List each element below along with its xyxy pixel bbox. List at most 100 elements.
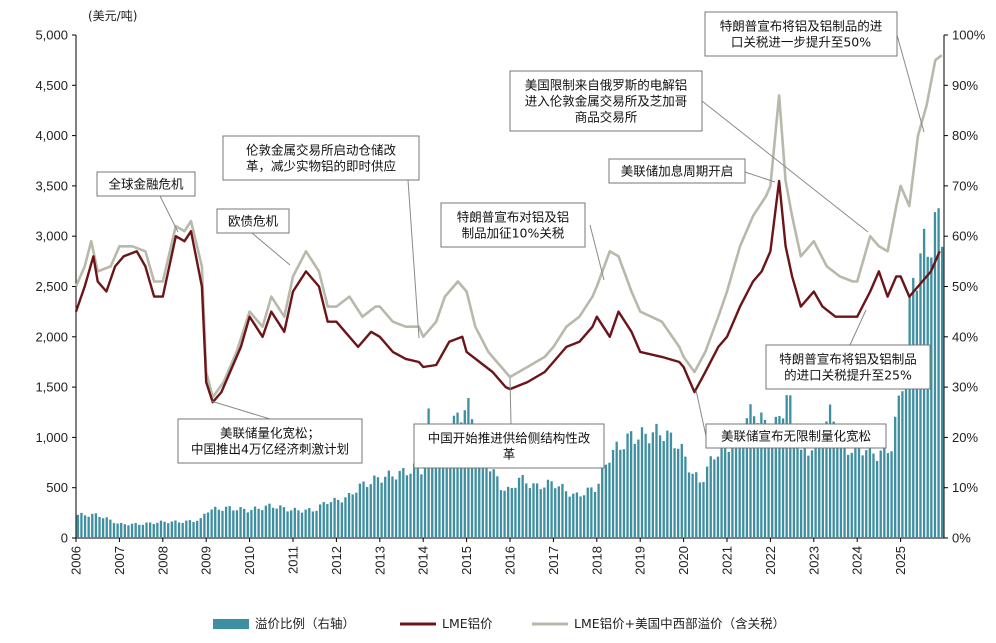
premium-ratio-bar bbox=[677, 448, 680, 538]
premium-ratio-bar bbox=[727, 451, 730, 538]
premium-ratio-bar bbox=[391, 476, 394, 538]
premium-ratio-bar bbox=[206, 512, 210, 538]
premium-ratio-bar bbox=[839, 429, 843, 538]
annotation-leader bbox=[701, 100, 869, 233]
premium-ratio-bar bbox=[702, 482, 705, 538]
annotation-box bbox=[177, 418, 363, 464]
premium-ratio-bar bbox=[897, 395, 900, 538]
annotation-text: 进入伦敦金属交易所及芝加哥 bbox=[525, 94, 688, 109]
premium-ratio-bar bbox=[145, 522, 148, 538]
x-tick-label: 2007 bbox=[112, 546, 127, 575]
premium-ratio-bar bbox=[420, 474, 423, 538]
annotation-text: 制品加征10%关税 bbox=[462, 226, 565, 241]
premium-ratio-bar bbox=[138, 524, 141, 538]
annotation-box bbox=[765, 344, 931, 390]
premium-ratio-bar bbox=[673, 448, 676, 538]
right-tick-label: 30% bbox=[952, 380, 978, 395]
premium-ratio-bar bbox=[763, 419, 767, 538]
premium-ratio-bar bbox=[597, 483, 600, 538]
premium-ratio-bar bbox=[203, 513, 206, 538]
premium-ratio-bar bbox=[290, 510, 293, 538]
x-tick-label: 2009 bbox=[199, 546, 214, 575]
annotation-text: 中国开始推进供给侧结构性改 bbox=[428, 431, 591, 446]
premium-ratio-bar bbox=[387, 470, 390, 538]
premium-ratio-bar bbox=[557, 486, 560, 538]
annotation-text: 美联储宣布无限制量化宽松 bbox=[721, 429, 871, 444]
premium-ratio-bar bbox=[731, 443, 734, 538]
premium-ratio-bar bbox=[517, 477, 521, 538]
annotation-leader bbox=[210, 400, 271, 420]
premium-ratio-bar bbox=[709, 456, 712, 538]
premium-ratio-bar bbox=[185, 520, 188, 538]
premium-ratio-bar bbox=[593, 491, 597, 538]
annotation-leader bbox=[849, 309, 867, 346]
premium-ratio-bar bbox=[503, 490, 506, 538]
premium-ratio-bar bbox=[666, 430, 669, 538]
premium-ratio-bar bbox=[814, 434, 817, 538]
x-tick-label: 2012 bbox=[329, 546, 344, 575]
premium-ratio-bar bbox=[810, 450, 814, 538]
left-tick-label: 0 bbox=[61, 531, 68, 546]
legend-label: LME铝价+美国中西部溢价（含关税） bbox=[574, 616, 785, 631]
premium-ratio-bar bbox=[807, 455, 810, 538]
premium-ratio-bar bbox=[463, 410, 466, 538]
premium-ratio-bar bbox=[416, 466, 419, 538]
premium-ratio-bar bbox=[434, 435, 438, 538]
annotation-text: 伦敦金属交易所启动仓储改 bbox=[246, 143, 397, 158]
right-tick-label: 40% bbox=[952, 329, 978, 344]
premium-ratio-bar bbox=[521, 475, 524, 538]
premium-ratio-bar bbox=[843, 435, 846, 538]
premium-ratio-bar bbox=[546, 479, 550, 538]
premium-ratio-bar bbox=[825, 421, 828, 538]
premium-ratio-bar bbox=[738, 437, 741, 538]
premium-ratio-bar bbox=[933, 212, 937, 538]
premium-ratio-bar bbox=[799, 449, 803, 538]
premium-ratio-bar bbox=[221, 510, 224, 538]
premium-ratio-bar bbox=[572, 493, 575, 538]
premium-ratio-bar bbox=[778, 416, 781, 538]
premium-ratio-bar bbox=[159, 520, 163, 538]
left-tick-label: 500 bbox=[46, 480, 68, 495]
premium-ratio-bar bbox=[120, 522, 123, 538]
premium-ratio-bar bbox=[803, 446, 806, 538]
premium-ratio-bar bbox=[318, 504, 322, 538]
left-tick-label: 1,500 bbox=[35, 380, 68, 395]
premium-ratio-bar bbox=[441, 426, 445, 538]
premium-ratio-bar bbox=[253, 506, 257, 538]
premium-ratio-bar bbox=[98, 516, 101, 538]
premium-ratio-bar bbox=[232, 510, 235, 538]
premium-ratio-bar bbox=[514, 487, 517, 538]
annotation-box bbox=[608, 158, 746, 184]
premium-ratio-bar bbox=[177, 522, 181, 538]
premium-ratio-bar bbox=[398, 470, 401, 538]
premium-ratio-bar bbox=[767, 443, 770, 538]
premium-ratio-bar bbox=[865, 450, 868, 538]
premium-ratio-bar bbox=[304, 509, 307, 538]
premium-ratio-bar bbox=[300, 512, 304, 538]
premium-ratio-bar bbox=[941, 246, 944, 538]
premium-ratio-bar bbox=[340, 502, 343, 538]
right-tick-label: 0% bbox=[952, 531, 971, 546]
premium-ratio-bar bbox=[351, 494, 354, 538]
premium-ratio-bar bbox=[510, 487, 513, 538]
premium-ratio-bar bbox=[83, 515, 87, 538]
premium-ratio-bar bbox=[695, 472, 698, 538]
premium-ratio-bar bbox=[619, 449, 622, 538]
annotation-text: 商品交易所 bbox=[575, 110, 638, 125]
premium-ratio-bar bbox=[662, 440, 665, 538]
premium-ratio-bar bbox=[156, 522, 159, 538]
premium-ratio-bar bbox=[261, 510, 264, 538]
premium-ratio-bar bbox=[796, 446, 799, 538]
premium-ratio-bar bbox=[543, 487, 546, 538]
annotation-text: 革，减少实物铝的即时供应 bbox=[246, 159, 396, 174]
annotation-leader bbox=[695, 389, 707, 437]
annotation-text: 中国推出4万亿经济刺激计划 bbox=[191, 442, 349, 457]
right-tick-label: 60% bbox=[952, 229, 978, 244]
annotation-box bbox=[216, 208, 290, 234]
annotation-box bbox=[222, 135, 420, 181]
premium-ratio-bar bbox=[311, 511, 315, 538]
annotation-leader bbox=[744, 171, 776, 183]
premium-ratio-bar bbox=[568, 496, 571, 538]
premium-ratio-bar bbox=[264, 505, 268, 538]
premium-ratio-bar bbox=[561, 483, 564, 538]
